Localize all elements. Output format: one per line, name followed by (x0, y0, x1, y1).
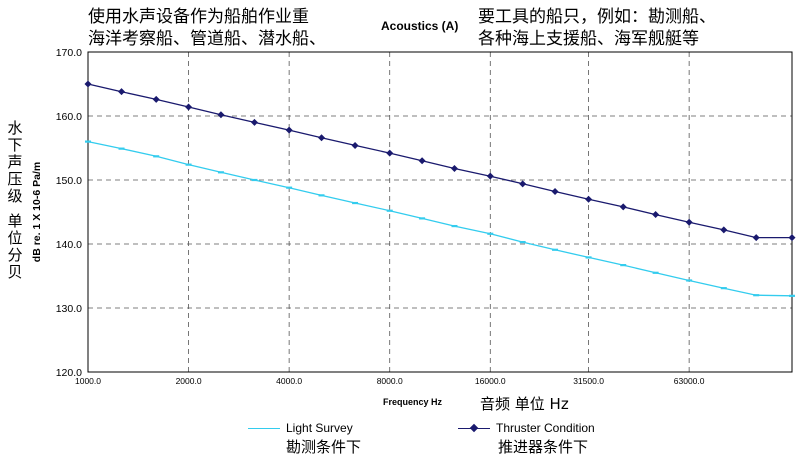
y-axis-label: dB re. 1 X 10-6 Pa/m (31, 162, 43, 262)
ylabel-zh-char: 贝 (7, 263, 23, 281)
ylabel-zh: 水 下 声 压 级 单 位 分 贝 (6, 120, 24, 281)
data-point (585, 195, 593, 203)
legend-light: Light Survey 勘测条件下 (248, 421, 361, 457)
legend-zh-light: 勘测条件下 (286, 438, 362, 456)
diamond-marker-icon (469, 423, 479, 432)
data-point (285, 126, 293, 134)
x-tick-label: 63000.0 (674, 376, 705, 386)
caption-zh-line4: 各种海上支援船、海军舰艇等 (478, 29, 699, 49)
grid (88, 52, 792, 372)
y-tick-label: 130.0 (56, 303, 82, 315)
y-tick-label: 170.0 (56, 47, 82, 59)
legend-label-light: Light Survey (286, 421, 353, 435)
x-tick-label: 8000.0 (377, 376, 403, 386)
y-tick-label: 160.0 (56, 111, 82, 123)
ylabel-zh-char: 级 (7, 187, 23, 205)
x-tick-label: 4000.0 (276, 376, 302, 386)
y-ticks: 120.0 130.0 140.0 150.0 160.0 170.0 (56, 47, 82, 379)
data-point (185, 103, 193, 111)
legend-thruster: Thruster Condition 推进器条件下 (458, 421, 595, 457)
series-line-0 (87, 140, 793, 297)
data-point (619, 203, 627, 211)
ylabel-zh-char: 分 (7, 246, 23, 264)
legend-item-light: Light Survey (248, 421, 361, 435)
chart-title: Acoustics (A) (381, 19, 459, 33)
ylabel-zh-char: 单 (7, 212, 23, 230)
data-point (519, 180, 527, 188)
legend-zh-thruster: 推进器条件下 (498, 438, 589, 456)
y-tick-label: 140.0 (56, 239, 82, 251)
data-point (84, 80, 92, 88)
y-tick-label: 150.0 (56, 175, 82, 187)
data-point (486, 172, 494, 180)
data-point (720, 226, 728, 234)
data-point (250, 118, 258, 126)
legend-label-thruster: Thruster Condition (496, 421, 595, 435)
y-tick-label: 120.0 (56, 367, 82, 379)
x-tick-label: 1000.0 (75, 376, 101, 386)
ylabel-zh-char: 下 (7, 136, 23, 154)
data-point (752, 234, 760, 242)
caption-zh-line3: 要工具的船只，例如：勘测船、 (478, 7, 716, 27)
data-point (551, 188, 559, 196)
data-point (217, 111, 225, 119)
data-point (118, 88, 126, 96)
data-point (652, 211, 660, 219)
x-tick-label: 31500.0 (573, 376, 604, 386)
x-axis-label: Frequency Hz (383, 397, 443, 407)
caption-zh-line2: 海洋考察船、管道船、潜水船、 (88, 29, 326, 49)
data-point (351, 141, 359, 149)
plot-frame (87, 51, 793, 373)
data-point (386, 149, 394, 157)
data-point (788, 234, 796, 242)
legend-line-light-icon (248, 427, 280, 429)
xlabel-zh: 音频 单位 Hz (480, 395, 569, 413)
series-line-1 (87, 83, 792, 239)
ylabel-zh-char: 压 (7, 170, 23, 188)
x-tick-label: 16000.0 (475, 376, 506, 386)
data-point (152, 95, 160, 103)
ylabel-zh-char: 位 (7, 229, 23, 247)
data-point (450, 164, 458, 172)
ylabel-zh-char: 声 (7, 153, 23, 171)
ylabel-zh-char: 水 (7, 119, 23, 137)
series-layer (84, 80, 796, 297)
data-point (318, 134, 326, 142)
caption-zh-line1: 使用水声设备作为船舶作业重 (88, 7, 309, 27)
x-tick-label: 2000.0 (176, 376, 202, 386)
legend-item-thruster: Thruster Condition (458, 421, 595, 435)
legend-line-thruster-icon (458, 423, 490, 432)
data-point (685, 218, 693, 226)
data-point (418, 157, 426, 165)
x-ticks: 1000.0 2000.0 4000.0 8000.0 16000.0 31500.0 63… (75, 376, 705, 386)
